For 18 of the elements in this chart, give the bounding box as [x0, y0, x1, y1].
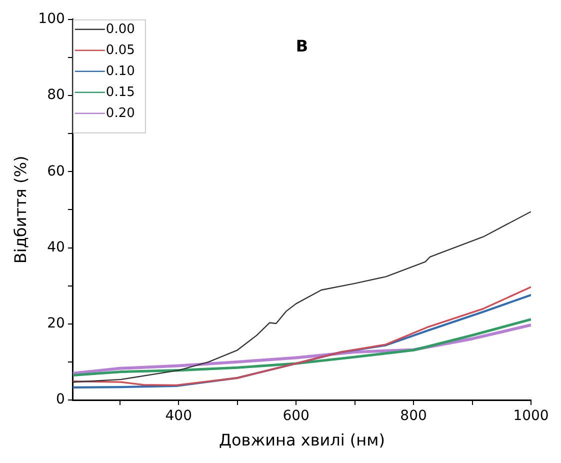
legend-label: 0.20	[106, 106, 135, 121]
legend-label: 0.10	[106, 64, 135, 79]
y-tick-label: 80	[47, 87, 65, 104]
legend-label: 0.15	[106, 84, 135, 100]
y-axis-title: Відбиття (%)	[10, 156, 30, 264]
legend-label: 0.05	[106, 42, 135, 58]
legend-label: 0.00	[106, 22, 135, 37]
y-tick-label: 20	[47, 316, 65, 332]
y-tick-label: 40	[47, 239, 65, 256]
x-axis-title: Довжина хвилі (нм)	[218, 430, 385, 450]
x-tick-label: 1000	[513, 408, 549, 424]
y-tick-label: 100	[38, 11, 65, 28]
x-tick-label: 400	[165, 408, 192, 424]
text: B	[296, 36, 308, 56]
x-tick-label: 800	[400, 408, 427, 424]
y-tick-label: 0	[56, 392, 65, 408]
x-tick-label: 600	[282, 408, 310, 424]
y-tick-label: 60	[47, 163, 65, 180]
